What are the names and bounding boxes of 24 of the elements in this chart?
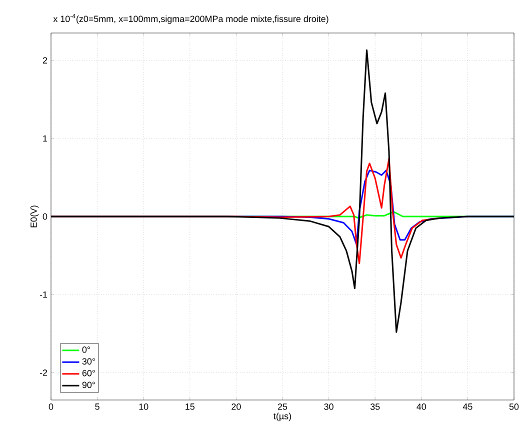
y-tick-label: 2 — [42, 57, 48, 64]
x-tick-label: 25 — [278, 404, 288, 410]
y-tick-label: -2 — [40, 370, 48, 376]
text: x 10$^{-4}$ — [53, 14, 76, 22]
x-tick-label: 0 — [48, 404, 54, 410]
x-tick-label: 5 — [95, 404, 100, 410]
x-tick-label: 10 — [139, 404, 148, 410]
y-axis-title: E0(V) — [30, 206, 39, 228]
legend-label: 0° — [82, 346, 90, 353]
x-tick-label: 40 — [416, 404, 426, 410]
x-tick-label: 15 — [186, 404, 195, 410]
x-tick-label: 50 — [509, 404, 519, 410]
x-axis-title: t(µs) — [274, 412, 292, 422]
x-tick-label: 30 — [324, 404, 334, 410]
y-tick-label: 1 — [43, 135, 48, 142]
x-tick-label: 20 — [232, 404, 241, 410]
x-tick-label: 35 — [370, 404, 380, 410]
x-tick-label: 45 — [462, 404, 472, 410]
chart-title: (z0=5mm, x=100mm,sigma=200MPa mode mixte,fissure droite) — [76, 15, 328, 24]
y-tick-label: -1 — [40, 291, 48, 298]
legend-label: 30° — [82, 358, 95, 365]
legend-label: 60° — [82, 370, 95, 376]
y-tick-label: 0 — [42, 213, 48, 220]
legend-label: 90° — [82, 382, 95, 388]
